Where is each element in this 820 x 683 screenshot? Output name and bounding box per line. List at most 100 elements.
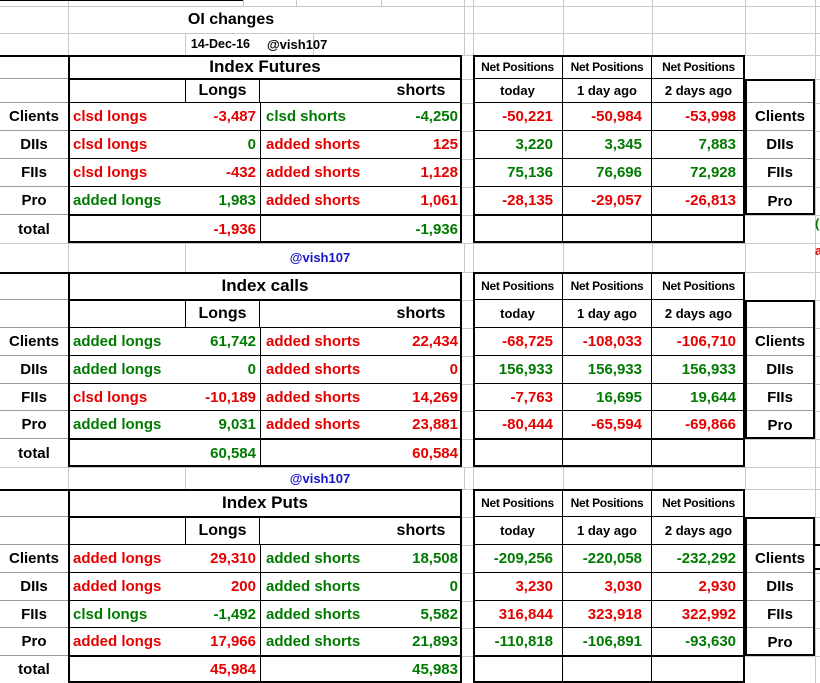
action-cell[interactable]: clsd longs: [68, 159, 185, 187]
net-value-cell[interactable]: 156,933: [652, 356, 745, 384]
action-cell[interactable]: added longs: [68, 356, 185, 384]
action-cell[interactable]: clsd longs: [68, 384, 185, 411]
net-value-cell[interactable]: -69,866: [652, 411, 745, 439]
net-value-cell[interactable]: -50,984: [563, 103, 652, 131]
empty-cell[interactable]: [473, 215, 563, 243]
net-value-cell[interactable]: -106,710: [652, 328, 745, 356]
total-label[interactable]: total: [0, 656, 68, 683]
net-value-cell[interactable]: 16,695: [563, 384, 652, 411]
net-value-cell[interactable]: 75,136: [473, 159, 563, 187]
column-header-longs[interactable]: Longs: [185, 79, 260, 103]
empty-cell[interactable]: [68, 215, 185, 243]
right-row-label[interactable]: FIIs: [745, 601, 815, 628]
value-cell[interactable]: 5,582: [380, 601, 462, 628]
table-title[interactable]: Index calls: [68, 272, 462, 300]
net-value-cell[interactable]: -220,058: [563, 545, 652, 573]
net-value-cell[interactable]: 19,644: [652, 384, 745, 411]
right-row-label[interactable]: Pro: [745, 628, 815, 656]
net-value-cell[interactable]: -50,221: [473, 103, 563, 131]
value-cell[interactable]: 0: [380, 356, 462, 384]
right-row-label[interactable]: FIIs: [745, 384, 815, 411]
header-spacer[interactable]: [260, 517, 380, 545]
header-spacer[interactable]: [68, 517, 185, 545]
date-cell[interactable]: 14-Dec-16: [190, 37, 250, 51]
net-value-cell[interactable]: 156,933: [473, 356, 563, 384]
right-row-label[interactable]: Clients: [745, 328, 815, 356]
action-cell[interactable]: added shorts: [260, 187, 380, 215]
action-cell[interactable]: clsd longs: [68, 131, 185, 159]
net-positions-header[interactable]: Net Positions: [473, 489, 563, 517]
right-row-label[interactable]: Clients: [745, 103, 815, 131]
value-cell[interactable]: -432: [185, 159, 260, 187]
corner-cell[interactable]: [0, 55, 68, 79]
action-cell[interactable]: added shorts: [260, 601, 380, 628]
net-positions-header[interactable]: Net Positions: [563, 55, 652, 79]
empty-cell[interactable]: [563, 439, 652, 467]
action-cell[interactable]: added shorts: [260, 628, 380, 656]
row-label[interactable]: FIIs: [0, 384, 68, 411]
value-cell[interactable]: -3,487: [185, 103, 260, 131]
value-cell[interactable]: 18,508: [380, 545, 462, 573]
net-positions-header[interactable]: Net Positions: [652, 272, 745, 300]
value-cell[interactable]: -1,492: [185, 601, 260, 628]
net-col-header[interactable]: today: [473, 79, 563, 103]
header-row-spacer[interactable]: [0, 300, 68, 328]
value-cell[interactable]: 200: [185, 573, 260, 601]
action-cell[interactable]: added shorts: [260, 159, 380, 187]
value-cell[interactable]: 1,061: [380, 187, 462, 215]
corner-cell[interactable]: [0, 272, 68, 300]
empty-cell[interactable]: [652, 439, 745, 467]
value-cell[interactable]: 0: [380, 573, 462, 601]
total-value[interactable]: 60,584: [380, 439, 462, 467]
net-value-cell[interactable]: -7,763: [473, 384, 563, 411]
net-value-cell[interactable]: -106,891: [563, 628, 652, 656]
value-cell[interactable]: 125: [380, 131, 462, 159]
action-cell[interactable]: added shorts: [260, 384, 380, 411]
action-cell[interactable]: added shorts: [260, 131, 380, 159]
value-cell[interactable]: 22,434: [380, 328, 462, 356]
empty-cell[interactable]: [745, 517, 815, 545]
net-value-cell[interactable]: -68,725: [473, 328, 563, 356]
net-value-cell[interactable]: -53,998: [652, 103, 745, 131]
header-spacer[interactable]: [260, 300, 380, 328]
net-positions-header[interactable]: Net Positions: [473, 272, 563, 300]
total-value[interactable]: 60,584: [185, 439, 260, 467]
value-cell[interactable]: 1,983: [185, 187, 260, 215]
header-row-spacer[interactable]: [0, 79, 68, 103]
action-cell[interactable]: clsd longs: [68, 103, 185, 131]
value-cell[interactable]: 0: [185, 356, 260, 384]
net-value-cell[interactable]: 3,220: [473, 131, 563, 159]
empty-cell[interactable]: [745, 300, 815, 328]
total-value[interactable]: 45,984: [185, 656, 260, 683]
net-value-cell[interactable]: 76,696: [563, 159, 652, 187]
value-cell[interactable]: 0: [185, 131, 260, 159]
action-cell[interactable]: added shorts: [260, 356, 380, 384]
net-value-cell[interactable]: -209,256: [473, 545, 563, 573]
value-cell[interactable]: -10,189: [185, 384, 260, 411]
row-label[interactable]: Pro: [0, 187, 68, 215]
net-value-cell[interactable]: -80,444: [473, 411, 563, 439]
table-title[interactable]: Index Puts: [68, 489, 462, 517]
net-value-cell[interactable]: -110,818: [473, 628, 563, 656]
empty-cell[interactable]: [563, 656, 652, 683]
header-spacer[interactable]: [260, 79, 380, 103]
net-value-cell[interactable]: 72,928: [652, 159, 745, 187]
net-value-cell[interactable]: 2,930: [652, 573, 745, 601]
column-header-shorts[interactable]: shorts: [380, 300, 462, 328]
action-cell[interactable]: added shorts: [260, 411, 380, 439]
row-label[interactable]: Pro: [0, 628, 68, 656]
empty-cell[interactable]: [563, 215, 652, 243]
value-cell[interactable]: -4,250: [380, 103, 462, 131]
right-row-label[interactable]: DIIs: [745, 573, 815, 601]
net-value-cell[interactable]: 7,883: [652, 131, 745, 159]
net-value-cell[interactable]: 3,030: [563, 573, 652, 601]
net-value-cell[interactable]: 3,345: [563, 131, 652, 159]
net-value-cell[interactable]: -65,594: [563, 411, 652, 439]
row-label[interactable]: Clients: [0, 103, 68, 131]
net-value-cell[interactable]: 156,933: [563, 356, 652, 384]
net-value-cell[interactable]: 316,844: [473, 601, 563, 628]
action-cell[interactable]: added shorts: [260, 328, 380, 356]
action-cell[interactable]: clsd shorts: [260, 103, 380, 131]
action-cell[interactable]: added longs: [68, 187, 185, 215]
net-positions-header[interactable]: Net Positions: [652, 55, 745, 79]
